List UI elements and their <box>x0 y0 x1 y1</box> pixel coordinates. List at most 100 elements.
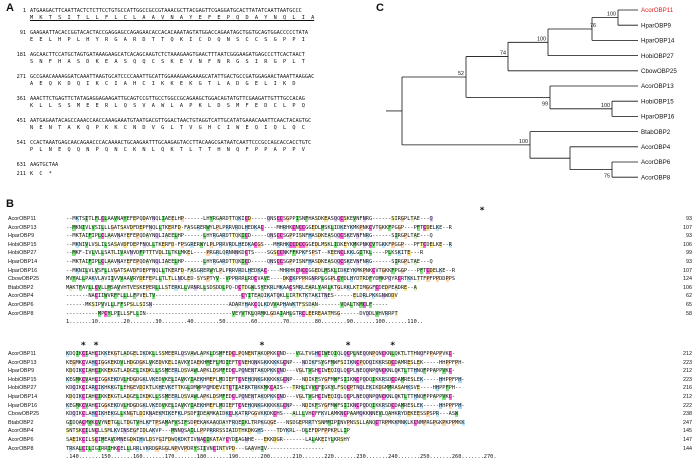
residue-shading <box>158 385 162 392</box>
residue-shading <box>324 428 328 435</box>
residue-shading <box>155 394 159 400</box>
residue-shading <box>72 250 76 257</box>
residue-shading <box>113 216 118 222</box>
residue-shading <box>247 351 252 357</box>
residue-shading <box>423 368 427 375</box>
residue-shading <box>314 376 318 383</box>
residue-shading <box>378 276 382 283</box>
alignment-row: HparOBP14 --MKTAIFIPLCLAAVNAYEFEPQDAYNQLI… <box>0 258 700 266</box>
residue-shading <box>94 394 98 400</box>
residue-shading <box>120 224 124 231</box>
residue-shading <box>126 394 130 400</box>
residue-shading <box>139 437 143 443</box>
residue-shading <box>448 241 452 248</box>
residue-shading <box>302 411 306 418</box>
residue-shading <box>174 233 178 240</box>
alignment-row: CbowOBP25 KDQIKCLAHCIKHEKGLLKNGTLDIKNAEKM… <box>0 410 700 418</box>
residue-shading <box>416 411 421 418</box>
residue-shading <box>257 293 261 300</box>
residue-shading <box>429 267 433 274</box>
alignment-residue-count: 106 <box>683 284 692 291</box>
residue-shading <box>286 376 290 383</box>
residue-shading <box>97 368 102 375</box>
alignment-sequence: --MKTAIFIPLCLAAVNAYEFEPQDAYNQLIAEELHP---… <box>66 233 433 240</box>
residue-shading <box>369 224 373 231</box>
alignment-sequence-name: AcorOBP8 <box>8 445 34 452</box>
residue-shading <box>330 224 334 231</box>
residue-shading <box>308 233 312 240</box>
residue-shading <box>333 216 338 222</box>
residue-shading <box>113 241 118 248</box>
residue-shading <box>397 385 401 392</box>
nucleotide-sequence: CCACTAAATGAGCAACAGAACCCACAAAACTGCAAGAATT… <box>30 140 312 146</box>
residue-shading <box>219 267 223 274</box>
residue-shading <box>235 437 239 443</box>
residue-shading <box>340 385 344 392</box>
residue-shading <box>247 267 252 274</box>
residue-shading <box>228 216 232 222</box>
residue-shading <box>298 241 303 248</box>
residue-shading <box>244 233 248 240</box>
residue-shading <box>219 376 223 383</box>
residue-shading <box>203 437 207 443</box>
residue-shading <box>66 351 70 357</box>
residue-shading <box>302 276 306 283</box>
residue-shading <box>117 284 121 291</box>
alignment-residue-count: 144 <box>683 445 692 452</box>
residue-shading <box>184 284 188 291</box>
residue-shading <box>104 428 108 435</box>
residue-shading <box>161 376 165 383</box>
residue-shading <box>289 276 293 283</box>
residue-shading <box>327 368 331 375</box>
residue-shading <box>251 284 255 291</box>
residue-shading <box>177 250 181 257</box>
residue-shading <box>413 368 417 375</box>
residue-shading <box>139 224 143 231</box>
residue-shading <box>238 216 242 222</box>
residue-shading <box>209 351 213 357</box>
residue-shading <box>385 310 389 317</box>
alignment-sequence: --MKTAIFIPLCLAAVNAYEFEPQDAYNQLIAEELHP---… <box>66 259 433 265</box>
tree-leaf-label: AcorOBP4 <box>641 144 671 151</box>
residue-shading <box>177 411 181 418</box>
residue-shading <box>276 293 280 300</box>
residue-shading <box>171 351 175 357</box>
residue-shading <box>97 284 102 291</box>
bootstrap-value: 76 <box>590 23 596 29</box>
residue-shading <box>340 224 344 231</box>
residue-shading <box>356 284 360 291</box>
nucleotide-sequence: AAGTGCTAA <box>30 162 59 168</box>
residue-shading <box>308 419 312 426</box>
residue-shading <box>318 233 322 240</box>
residue-shading <box>81 402 86 409</box>
residue-shading <box>442 394 446 400</box>
residue-shading <box>381 394 385 400</box>
residue-shading <box>161 402 165 409</box>
residue-shading <box>238 359 242 366</box>
residue-shading <box>404 394 408 400</box>
residue-shading <box>81 359 86 366</box>
residue-shading <box>94 216 98 222</box>
residue-shading <box>378 385 382 392</box>
residue-shading <box>448 394 452 400</box>
residue-shading <box>148 437 153 443</box>
residue-shading <box>136 445 140 452</box>
residue-shading <box>410 402 414 409</box>
residue-shading <box>337 259 341 265</box>
residue-shading <box>241 259 245 265</box>
residue-shading <box>126 419 130 426</box>
residue-shading <box>152 402 156 409</box>
residue-shading <box>171 428 175 435</box>
residue-shading <box>126 233 130 240</box>
residue-shading <box>337 368 341 375</box>
residue-shading <box>257 351 261 357</box>
residue-shading <box>276 259 280 265</box>
residue-shading <box>129 359 133 366</box>
residue-shading <box>85 402 89 409</box>
residue-shading <box>244 437 248 443</box>
residue-shading <box>260 284 264 291</box>
sequence-position: 1 <box>22 8 26 14</box>
alignment-row: AcorOBP11 --MKTSITLFLCLAAVNAYEFEPQDAYNQLI… <box>0 215 700 223</box>
residue-shading <box>174 259 178 265</box>
residue-shading <box>129 276 133 283</box>
